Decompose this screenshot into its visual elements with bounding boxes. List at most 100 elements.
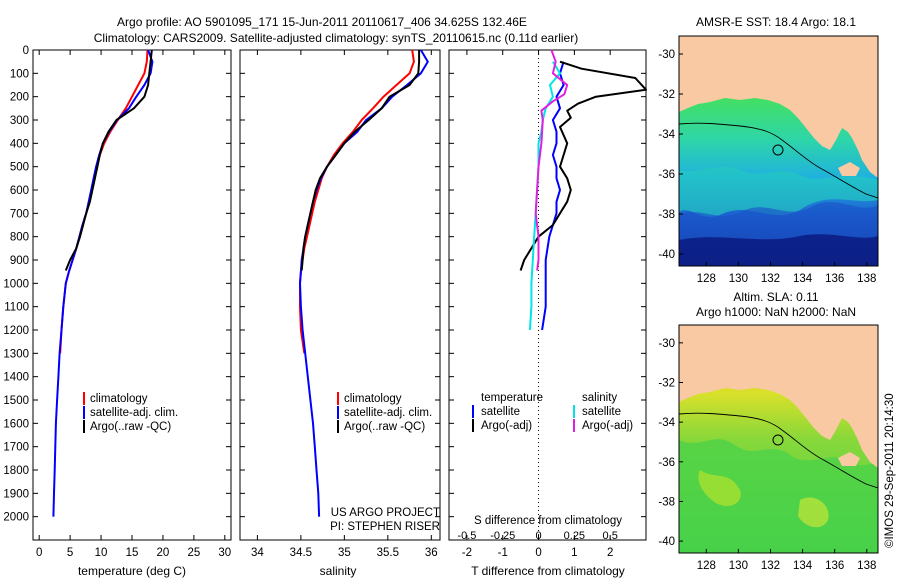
latitude-tick-label: -34 [658,129,675,141]
depth-tick-label: 300 [10,115,29,127]
x-tick-label: -1 [498,547,508,559]
longitude-tick-label: 128 [697,273,716,285]
pi-annotation: PI: STEPHEN RISER [330,521,440,533]
depth-tick-label: 2000 [3,512,29,524]
series-line-argo-raw-qc [64,49,153,271]
legend-satellite-label: satellite-adj. clim. [344,407,432,419]
sst-deep-cold-water [679,234,878,266]
s-diff-tick-label: 0 [535,530,541,542]
depth-tick-label: 1000 [3,278,29,290]
series-line-satellite-adj-clim [52,49,154,517]
legend-satellite-label: satellite-adj. clim. [90,407,178,419]
legend-t-satellite-label: satellite [481,406,520,418]
t-difference-tick-labels: -2 -1 0 1 2 [462,50,613,559]
depth-tick-label: 700 [10,208,29,220]
sst-map-frame [678,35,879,267]
x-tick-label: 34 [251,547,264,559]
x-tick-label: 35 [338,547,351,559]
sst-map-title: AMSR-E SST: 18.4 Argo: 18.1 [696,15,856,29]
sla-latitude-labels: -30 -32 -34 -36 -38 -40 [658,338,683,548]
temperature-legend: climatology satellite-adj. clim. Argo(..… [83,392,178,433]
sla-green-region [679,439,878,553]
difference-profile-lines [519,49,647,331]
longitude-tick-label: 130 [729,273,748,285]
x-tick-label: 0 [36,547,42,559]
legend-t-argo-label: Argo(-adj) [481,420,532,432]
temperature-panel: 0100200300400500600700800900100011001200… [3,45,232,578]
longitude-tick-label: 138 [857,273,876,285]
x-tick-label: 15 [126,547,139,559]
longitude-tick-label: 136 [825,273,844,285]
sla-longitude-labels: 128 130 132 134 136 138 [697,549,876,572]
latitude-tick-label: -30 [658,338,675,350]
sst-bathymetry-contour [679,122,878,199]
s-difference-x-label: S difference from climatology [474,515,622,527]
legend-temperature-title: temperature [481,392,543,404]
longitude-tick-label: 132 [761,560,780,572]
sla-map-panel: Altim. SLA: 0.11 Argo h1000: NaN h2000: … [658,290,879,572]
difference-depth-ticks [449,49,646,518]
legend-s-satellite-label: satellite [582,406,621,418]
kangaroo-island [838,452,860,466]
salinity-profile-lines [299,49,429,517]
temperature-axes-frame [32,49,232,541]
depth-tick-label: 400 [10,138,29,150]
australia-coastline [679,36,878,178]
salinity-x-label: salinity [320,564,357,578]
series-line-climatology [299,49,415,354]
legend-salinity-title: salinity [582,392,617,404]
copyright-credit: ©IMOS 29-Sep-2011 20:14:30 [884,393,896,548]
depth-tick-labels: 0 100 200 300 400 500 600 700 800 900 1000 1100 1200… [3,45,231,524]
depth-tick-label: 600 [10,185,29,197]
legend-climatology-label: climatology [90,393,148,405]
longitude-tick-label: 132 [761,273,780,285]
x-tick-label: 1 [571,547,577,559]
salinity-depth-ticks [240,49,440,518]
difference-panel: -2 -1 0 1 2 -0.5 -0.25 0 0.25 0.5 T difference f… [448,49,647,578]
longitude-tick-label: 134 [793,273,813,285]
depth-tick-label: 1300 [3,348,29,360]
x-tick-label: -2 [462,547,472,559]
australia-coastline [679,325,878,468]
argo-float-position-marker [772,434,784,446]
sst-map-panel: AMSR-E SST: 18.4 Argo: 18.1 128 130 132 134… [658,15,879,285]
x-tick-label: 25 [187,547,200,559]
sla-high-patch [798,497,829,528]
latitude-tick-label: -40 [658,249,675,261]
series-line-satellite-adj-clim [299,49,429,517]
depth-tick-label: 100 [10,68,29,80]
legend-climatology-label: climatology [344,393,402,405]
series-line-salinity-argo-adj [534,49,569,271]
legend-s-argo-label: Argo(-adj) [582,420,633,432]
header-line-1: Argo profile: AO 5901095_171 15-Jun-2011… [117,15,527,29]
depth-tick-label: 1200 [3,325,29,337]
x-tick-label: 0 [535,547,541,559]
s-diff-tick-label: -0.25 [490,530,515,542]
difference-legend: temperature satellite Argo(-adj) salinit… [472,392,633,432]
argo-float-position-marker [772,144,784,156]
depth-tick-label: 1600 [3,418,29,430]
s-diff-tick-label: -0.5 [457,530,476,542]
x-tick-label: 35.5 [377,547,399,559]
series-line-salinity-satellite [528,61,561,331]
series-line-temperature-argo-adj [519,60,647,271]
salinity-tick-labels: 34 34.5 35 35.5 36 [251,50,438,559]
longitude-tick-label: 136 [825,560,844,572]
longitude-tick-label: 130 [729,560,748,572]
sst-latitude-labels: -30 -32 -34 -36 -38 -40 [658,49,683,261]
depth-tick-label: 1900 [3,488,29,500]
latitude-tick-label: -34 [658,417,675,429]
latitude-tick-label: -38 [658,209,675,221]
sla-map-title: Altim. SLA: 0.11 [733,290,818,304]
salinity-axes-frame [239,49,441,541]
x-tick-label: 5 [67,547,73,559]
sst-longitude-labels: 128 130 132 134 136 138 [697,262,876,285]
sla-bathymetry-contour [679,412,878,489]
latitude-tick-label: -36 [658,169,675,181]
longitude-tick-label: 134 [793,560,813,572]
sla-map-subtitle: Argo h1000: NaN h2000: NaN [696,305,856,319]
temperature-tick-labels: 0 5 10 15 20 25 30 [36,50,231,559]
latitude-tick-label: -40 [658,536,675,548]
sla-high-patch [698,470,741,507]
salinity-panel: 34 34.5 35 35.5 36 salinity climatology sate… [239,49,441,578]
